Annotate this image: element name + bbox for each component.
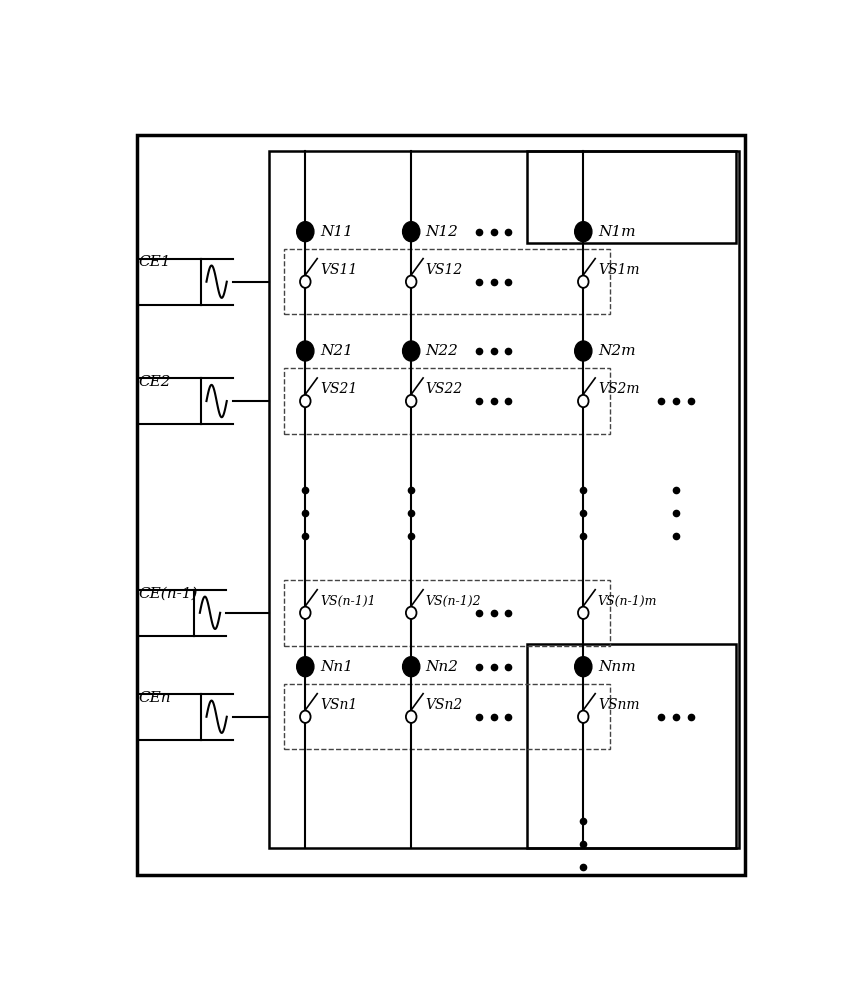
Circle shape — [577, 276, 588, 288]
Circle shape — [296, 341, 314, 361]
Text: N12: N12 — [426, 225, 458, 239]
Text: VS12: VS12 — [426, 263, 462, 277]
Text: CE2: CE2 — [138, 375, 171, 389]
Circle shape — [296, 222, 314, 242]
Circle shape — [577, 607, 588, 619]
Text: VS(n-1)m: VS(n-1)m — [597, 595, 657, 608]
Text: N2m: N2m — [597, 344, 635, 358]
Circle shape — [402, 222, 420, 242]
Circle shape — [574, 341, 591, 361]
Text: Nn1: Nn1 — [320, 660, 352, 674]
Circle shape — [405, 711, 416, 723]
Circle shape — [296, 657, 314, 677]
Text: N11: N11 — [320, 225, 352, 239]
Text: VSn2: VSn2 — [426, 698, 462, 712]
Circle shape — [402, 657, 420, 677]
Circle shape — [405, 607, 416, 619]
Text: VS21: VS21 — [320, 382, 357, 396]
Circle shape — [574, 657, 591, 677]
Text: VSnm: VSnm — [597, 698, 639, 712]
Bar — [284, 249, 609, 314]
Text: VSn1: VSn1 — [320, 698, 357, 712]
Bar — [284, 684, 609, 749]
Circle shape — [299, 607, 310, 619]
Bar — [269, 151, 738, 848]
Circle shape — [405, 395, 416, 407]
Text: CE(n-1): CE(n-1) — [138, 587, 198, 601]
Circle shape — [574, 222, 591, 242]
Text: VS(n-1)2: VS(n-1)2 — [426, 595, 481, 608]
Circle shape — [402, 341, 420, 361]
Bar — [526, 151, 734, 243]
Text: VS2m: VS2m — [597, 382, 639, 396]
Text: CEn: CEn — [138, 690, 171, 704]
Text: N22: N22 — [426, 344, 458, 358]
Text: VS22: VS22 — [426, 382, 462, 396]
Text: VS1m: VS1m — [597, 263, 639, 277]
Text: VS11: VS11 — [320, 263, 357, 277]
Text: N1m: N1m — [597, 225, 635, 239]
Circle shape — [299, 395, 310, 407]
Circle shape — [299, 276, 310, 288]
Text: CE1: CE1 — [138, 255, 171, 269]
Text: N21: N21 — [320, 344, 352, 358]
Text: VS(n-1)1: VS(n-1)1 — [320, 595, 375, 608]
Circle shape — [299, 711, 310, 723]
Circle shape — [577, 711, 588, 723]
Circle shape — [405, 276, 416, 288]
Circle shape — [577, 395, 588, 407]
Bar — [284, 368, 609, 434]
Text: Nn2: Nn2 — [426, 660, 458, 674]
Bar — [526, 644, 734, 848]
Bar — [284, 580, 609, 646]
Text: Nnm: Nnm — [597, 660, 635, 674]
